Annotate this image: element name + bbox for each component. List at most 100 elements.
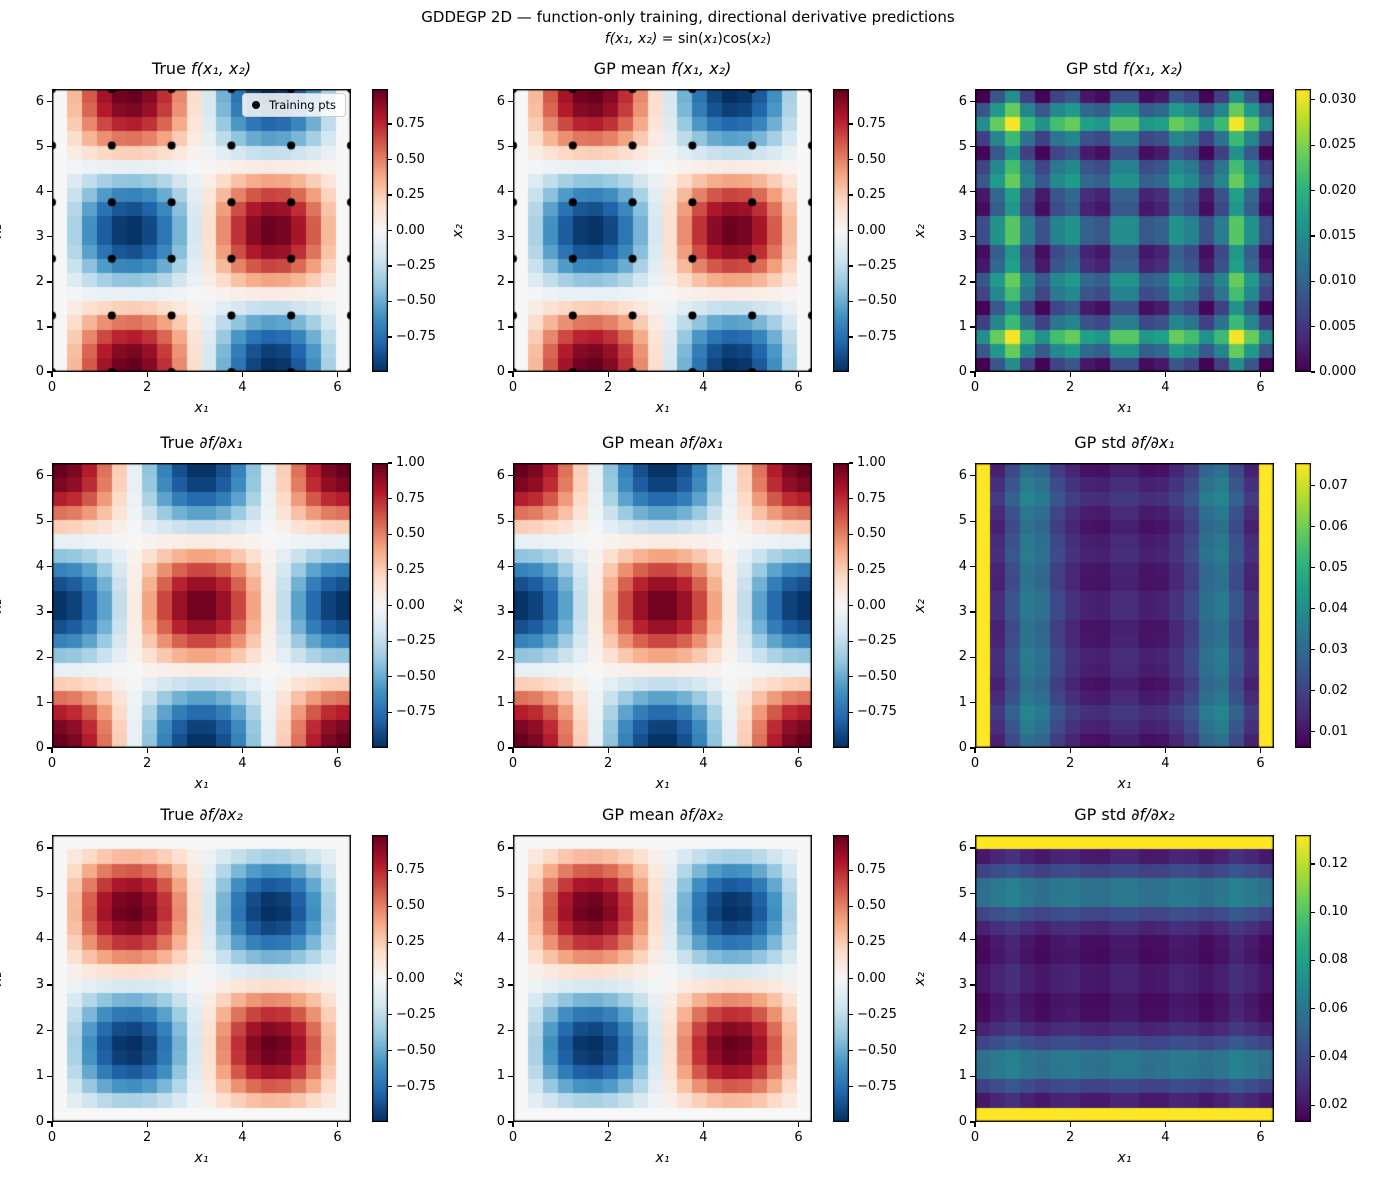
y-tick-label: 2 <box>496 273 505 289</box>
y-tick-mark <box>47 893 52 895</box>
y-tick-label: 0 <box>958 740 967 755</box>
x-tick-mark <box>146 1122 148 1127</box>
colorbar-tick-mark <box>1311 235 1315 237</box>
x-tick-mark <box>1164 748 1166 753</box>
x-tick-mark <box>607 372 609 377</box>
colorbar-tick-label: 0.000 <box>1319 364 1357 379</box>
y-tick-mark <box>47 565 52 568</box>
heatmap-axes <box>513 835 812 1122</box>
colorbar-tick-label: −0.25 <box>396 257 436 273</box>
x-tick-mark <box>702 748 704 753</box>
y-tick-label: 1 <box>35 318 44 334</box>
x-tick-mark <box>146 372 148 377</box>
heatmap-axes <box>975 463 1274 748</box>
colorbar-tick-label: 0.50 <box>857 151 886 167</box>
colorbar-tick-mark <box>388 336 392 338</box>
x-tick-label: 0 <box>47 1130 57 1145</box>
x-tick-label: 0 <box>970 756 980 771</box>
figure-subtitle-segment: x₂ <box>751 31 766 47</box>
y-tick-mark <box>47 611 52 613</box>
colorbar-tick-label: −0.50 <box>396 668 436 684</box>
x-tick-label: 6 <box>333 380 342 395</box>
colorbar-tick-mark <box>849 977 853 980</box>
y-tick-mark <box>47 520 52 522</box>
colorbar-tick-mark <box>1311 189 1315 192</box>
heatmap-canvas <box>52 463 351 748</box>
x-tick-mark <box>146 748 148 753</box>
x-tick-label: 6 <box>333 756 342 771</box>
x-tick-label: 0 <box>47 380 57 395</box>
y-tick-label: 0 <box>496 740 505 755</box>
y-tick-mark <box>508 371 513 373</box>
y-tick-mark <box>47 475 52 477</box>
colorbar-tick-label: 0.10 <box>1319 904 1348 920</box>
x-tick-label: 4 <box>1161 380 1170 395</box>
x-tick-mark <box>512 1122 514 1127</box>
figure-subtitle-segment: x₁ <box>703 31 718 47</box>
y-tick-mark <box>508 146 513 148</box>
colorbar-tick-mark <box>388 300 392 303</box>
figure-subtitle-segment: f(x₁, x₂) <box>604 31 658 47</box>
x-tick-mark <box>797 372 800 377</box>
y-tick-mark <box>970 984 975 986</box>
y-tick-mark <box>47 656 52 658</box>
colorbar-tick-label: 0.01 <box>1319 723 1348 739</box>
y-tick-label: 2 <box>958 1022 967 1038</box>
y-tick-label: 3 <box>958 228 967 244</box>
x-tick-label: 2 <box>1066 756 1075 771</box>
y-tick-mark <box>970 656 975 658</box>
y-tick-mark <box>508 1075 513 1077</box>
colorbar-tick-label: −0.25 <box>857 633 897 649</box>
colorbar-tick-mark <box>849 265 853 267</box>
x-tick-mark <box>974 748 976 753</box>
y-tick-label: 3 <box>496 228 505 244</box>
panel-title-prefix: GP std <box>1074 805 1132 824</box>
colorbar-tick-label: 0.025 <box>1319 137 1357 153</box>
colorbar-tick-label: 0.25 <box>396 561 425 577</box>
colorbar-tick-mark <box>388 569 392 571</box>
colorbar-tick-mark <box>1311 730 1315 733</box>
legend: Training pts <box>242 93 346 117</box>
y-tick-mark <box>970 520 975 522</box>
y-tick-label: 5 <box>958 138 967 154</box>
colorbar-tick-label: −0.75 <box>396 1078 436 1094</box>
y-tick-label: 6 <box>35 93 44 109</box>
y-tick-mark <box>970 281 975 283</box>
y-tick-mark <box>47 236 52 238</box>
colorbar-tick-label: 0.010 <box>1319 273 1357 289</box>
colorbar-tick-mark <box>1311 648 1315 651</box>
colorbar <box>833 835 849 1122</box>
y-tick-label: 6 <box>958 467 967 483</box>
legend-marker-icon <box>252 101 261 109</box>
colorbar-tick-mark <box>1311 484 1315 487</box>
y-tick-mark <box>508 938 513 940</box>
y-tick-mark <box>970 565 975 568</box>
colorbar-tick-label: −0.25 <box>857 257 897 273</box>
panel-title-math: ∂f/∂x₂ <box>1131 805 1175 824</box>
colorbar-tick-mark <box>1311 911 1315 913</box>
colorbar-tick-label: −0.25 <box>396 633 436 649</box>
colorbar-tick-label: −0.50 <box>857 668 897 684</box>
colorbar-tick-mark <box>388 905 392 907</box>
y-tick-mark <box>970 1121 975 1123</box>
y-tick-mark <box>47 1121 52 1123</box>
colorbar-tick-mark <box>388 604 392 607</box>
colorbar-tick-mark <box>1311 607 1315 610</box>
panel-title: GP std ∂f/∂x₂ <box>915 805 1334 824</box>
y-tick-mark <box>47 146 52 148</box>
x-tick-label: 6 <box>1256 1130 1265 1145</box>
y-tick-label: 6 <box>496 839 505 855</box>
x-tick-label: 2 <box>1066 380 1075 395</box>
x-tick-label: 6 <box>1256 756 1265 771</box>
colorbar-tick-label: 0.00 <box>857 970 886 986</box>
y-tick-label: 6 <box>35 467 44 483</box>
y-tick-mark <box>508 281 513 283</box>
colorbar-tick-mark <box>1311 1056 1315 1058</box>
x-tick-label: 2 <box>143 756 152 771</box>
y-tick-label: 6 <box>496 93 505 109</box>
x-axis-label: x₁ <box>655 1150 670 1166</box>
y-tick-label: 1 <box>958 1068 967 1084</box>
y-tick-label: 5 <box>958 513 967 529</box>
panel-title-prefix: GP std <box>1065 59 1123 78</box>
colorbar-tick-label: −0.75 <box>857 704 897 720</box>
